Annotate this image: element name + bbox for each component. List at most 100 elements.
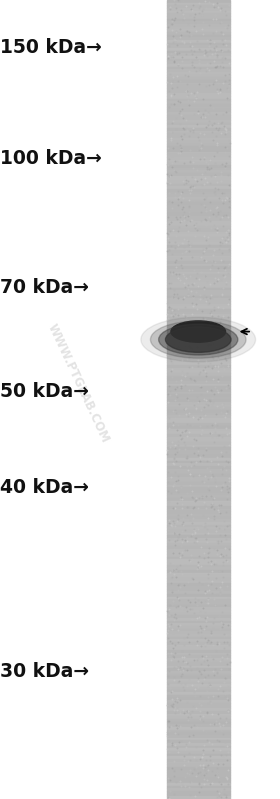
Bar <box>167 642 230 645</box>
Bar <box>167 78 230 80</box>
Bar <box>167 405 230 407</box>
Bar <box>167 426 230 429</box>
Bar <box>167 184 230 186</box>
Bar <box>167 296 230 298</box>
Bar <box>167 85 230 88</box>
Bar <box>167 261 230 264</box>
Bar <box>167 341 230 344</box>
Bar <box>167 240 230 242</box>
Bar <box>167 192 230 194</box>
Bar <box>167 40 230 42</box>
Bar <box>167 181 230 184</box>
Bar <box>167 368 230 370</box>
Bar <box>167 663 230 666</box>
Bar <box>167 10 230 14</box>
Bar <box>167 413 230 415</box>
Bar <box>167 117 230 120</box>
Bar <box>167 106 230 109</box>
Bar <box>167 330 230 333</box>
Bar <box>167 226 230 229</box>
Bar <box>167 626 230 629</box>
Bar <box>167 288 230 290</box>
Bar <box>167 634 230 637</box>
Bar <box>167 282 230 285</box>
Bar <box>167 714 230 717</box>
Bar <box>167 781 230 783</box>
Bar <box>167 306 230 309</box>
Bar <box>167 687 230 690</box>
Bar <box>167 376 230 378</box>
Bar <box>167 229 230 232</box>
Bar <box>167 298 230 301</box>
Bar <box>167 487 230 490</box>
Bar <box>167 407 230 410</box>
Bar <box>167 519 230 522</box>
Bar <box>167 474 230 477</box>
Bar <box>167 783 230 785</box>
Bar <box>167 54 230 56</box>
Bar <box>167 567 230 570</box>
Bar <box>167 194 230 197</box>
Bar <box>167 112 230 114</box>
Bar <box>167 431 230 434</box>
Bar <box>167 256 230 258</box>
Bar <box>167 301 230 304</box>
Bar <box>167 429 230 431</box>
Bar <box>167 761 230 765</box>
Bar <box>167 130 230 133</box>
Bar <box>167 173 230 176</box>
Bar <box>167 22 230 24</box>
Bar <box>167 138 230 141</box>
Bar <box>167 160 230 162</box>
Bar <box>167 8 230 10</box>
Bar <box>167 149 230 152</box>
Bar <box>167 400 230 402</box>
Bar <box>167 14 230 16</box>
Bar <box>167 765 230 767</box>
Bar <box>167 535 230 538</box>
Bar <box>167 546 230 549</box>
Bar <box>167 647 230 650</box>
Bar <box>167 493 230 495</box>
Bar <box>167 753 230 757</box>
Bar <box>167 120 230 122</box>
Bar <box>167 216 230 218</box>
Bar <box>167 213 230 216</box>
Bar <box>167 471 230 474</box>
Bar <box>167 264 230 266</box>
Bar <box>167 785 230 789</box>
Bar <box>167 589 230 591</box>
Bar <box>167 618 230 621</box>
Bar <box>167 272 230 274</box>
Bar <box>167 562 230 565</box>
Bar <box>167 615 230 618</box>
Bar <box>167 208 230 210</box>
Bar <box>167 242 230 245</box>
Bar <box>167 613 230 615</box>
Bar <box>167 82 230 85</box>
Ellipse shape <box>171 321 226 342</box>
Bar <box>167 197 230 200</box>
Ellipse shape <box>165 327 231 352</box>
Bar <box>167 721 230 725</box>
Bar <box>167 477 230 479</box>
Bar <box>167 157 230 160</box>
Bar <box>167 679 230 682</box>
Bar <box>167 495 230 498</box>
Bar <box>167 791 230 793</box>
Bar <box>167 745 230 749</box>
Bar <box>167 234 230 237</box>
Bar <box>167 607 230 610</box>
Bar <box>167 719 230 721</box>
Bar <box>167 501 230 503</box>
Bar <box>167 777 230 781</box>
Bar <box>167 623 230 626</box>
Bar <box>167 709 230 711</box>
Bar <box>167 682 230 685</box>
Bar <box>167 565 230 567</box>
Bar <box>167 250 230 253</box>
Bar <box>167 42 230 46</box>
Bar <box>167 370 230 373</box>
Bar <box>167 549 230 551</box>
Bar <box>167 793 230 797</box>
